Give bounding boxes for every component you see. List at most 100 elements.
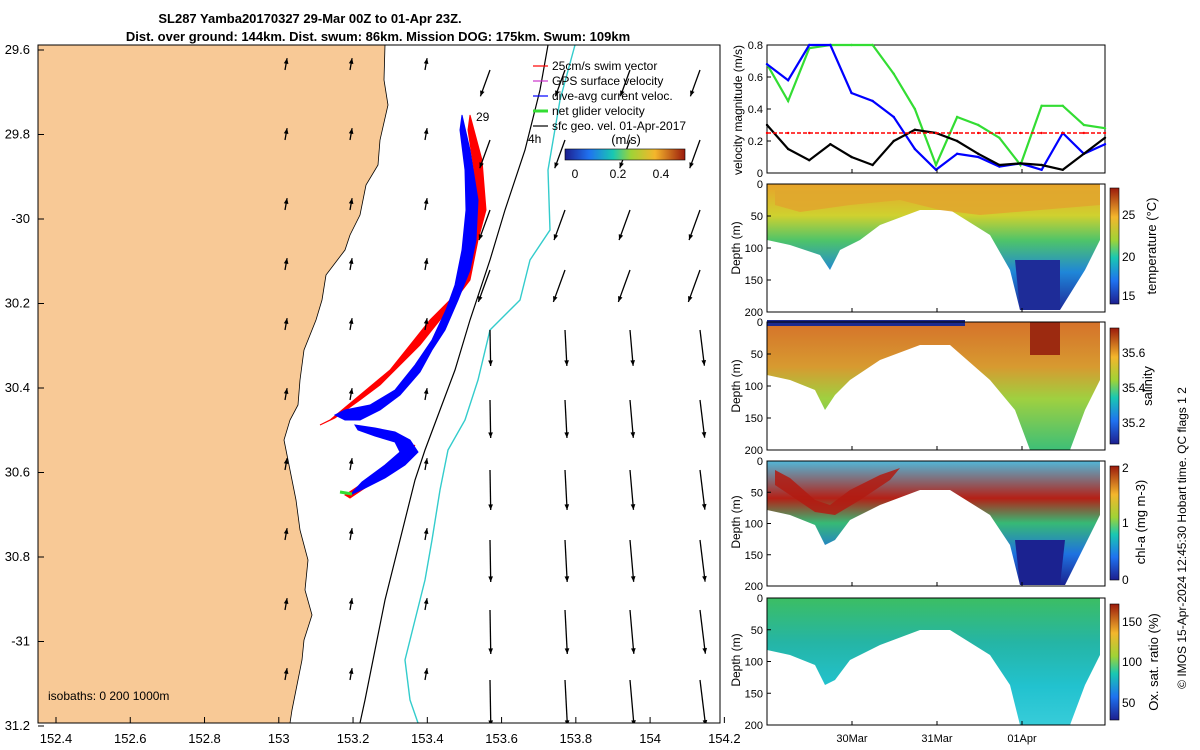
chla-colorbar (1109, 465, 1120, 581)
geo-velocity-arrowhead (564, 720, 570, 723)
geo-velocity-arrowhead (688, 295, 693, 302)
velocity-point (850, 155, 853, 159)
velocity-y-ticks: 0 0.2 0.4 0.6 0.8 (748, 40, 771, 180)
lon-tick-label: 152.8 (188, 731, 221, 746)
geo-velocity-arrowhead (553, 234, 559, 241)
depth-tick-label: 200 (745, 581, 763, 593)
title-line-2: Dist. over ground: 144km. Dist. swum: 86… (126, 29, 630, 44)
lon-tick-label: 154.2 (708, 731, 741, 746)
temperature-colorbar (1109, 187, 1120, 305)
geo-velocity-arrowhead (348, 458, 354, 465)
depth-tick-label: 100 (745, 657, 763, 669)
velocity-point (871, 99, 874, 103)
geo-velocity-arrowhead (478, 234, 484, 241)
geo-velocity-arrowhead (488, 360, 493, 366)
depth-tick-label: 200 (745, 720, 763, 732)
geo-velocity-arrowhead (564, 360, 569, 366)
velocity-point (955, 131, 959, 135)
velocity-point (850, 43, 853, 47)
depth-tick-label: 150 (745, 688, 763, 700)
temperature-ylabel: Depth (m) (729, 221, 743, 274)
velocity-panel: 0 0.2 0.4 0.6 0.8 velocity magnitude (m/s) (731, 40, 1107, 180)
lon-tick-label: 152.4 (40, 731, 73, 746)
geo-velocity-arrow (564, 329, 568, 366)
geo-velocity-arrowhead (702, 575, 707, 582)
lon-tick-label: 153.8 (560, 731, 593, 746)
geo-velocity-arrowhead (423, 598, 429, 605)
depth-tick-label: 200 (745, 307, 763, 319)
geo-velocity-arrowhead (348, 128, 354, 135)
depth-tick-label: 0 (757, 317, 763, 329)
velocity-point (977, 155, 980, 159)
velocity-point (998, 163, 1001, 167)
geo-velocity-arrowhead (488, 576, 493, 582)
geo-velocity-arrowhead (564, 648, 570, 654)
chla-ylabel: Depth (m) (729, 495, 743, 548)
geo-velocity-arrowhead (688, 234, 694, 241)
geo-velocity-arrowhead (689, 162, 694, 169)
isobaths-label: isobaths: 0 200 1000m (48, 689, 169, 703)
geo-velocity-arrow (564, 609, 568, 654)
velocity-point (955, 115, 959, 119)
geo-velocity-arrow (564, 399, 568, 438)
geo-velocity-arrowhead (690, 90, 695, 97)
oxygen-cb-tick: 100 (1122, 655, 1142, 669)
time-tick-label: 30Mar (836, 733, 868, 745)
colorbar-tick: 0 (572, 167, 579, 181)
geo-velocity-arrowhead (283, 668, 289, 675)
velocity-point (786, 147, 790, 151)
velocity-point (786, 79, 790, 82)
geo-velocity-arrowhead (423, 458, 429, 465)
depth-tick-label: 50 (751, 349, 763, 361)
velocity-point (977, 123, 980, 127)
geo-velocity-arrowhead (620, 90, 625, 97)
salinity-panel: Depth (m) 35.6 35.4 35.2 salinity (729, 320, 1155, 451)
geo-velocity-arrow (629, 609, 635, 654)
geo-velocity-arrowhead (283, 58, 289, 65)
geo-velocity-arrowhead (630, 576, 636, 582)
geo-velocity-arrow (489, 539, 492, 583)
geo-velocity-arrowhead (283, 388, 289, 395)
geo-velocity-arrowhead (701, 359, 707, 366)
velocity-point (977, 131, 980, 135)
geo-velocity-arrowhead (618, 234, 624, 241)
oxygen-cb-label: Ox. sat. ratio (%) (1146, 613, 1161, 711)
map-panel: 29 4h isobaths: 0 200 1000m 25cm/s swim … (5, 42, 741, 746)
depth-tick-label: 100 (745, 381, 763, 393)
hour-label: 4h (528, 132, 541, 146)
geo-velocity-arrow (617, 269, 631, 303)
velocity-point (765, 131, 769, 135)
salinity-colorbar (1109, 327, 1120, 445)
geo-velocity-arrowhead (488, 720, 494, 723)
legend-sfc-geo: sfc geo. vel. 01-Apr-2017 (552, 119, 686, 133)
geo-velocity-arrowhead (701, 431, 707, 438)
geo-velocity-arrow (477, 269, 491, 303)
geo-velocity-arrowhead (564, 504, 570, 510)
geo-velocity-arrow (699, 539, 706, 582)
geo-velocity-arrow (629, 399, 634, 438)
velocity-point (1040, 104, 1043, 108)
geo-velocity-arrowhead (348, 258, 354, 265)
velocity-point (808, 43, 811, 47)
geo-velocity-arrowhead (479, 162, 484, 169)
chla-cb-tick: 1 (1122, 516, 1129, 530)
geo-velocity-arrowhead (630, 360, 635, 366)
velocity-point (829, 43, 832, 47)
depth-tick-label: 0 (757, 593, 763, 605)
isobath-200m (359, 45, 549, 723)
geo-velocity-arrowhead (423, 128, 429, 135)
geo-velocity-arrowhead (423, 198, 429, 205)
map-legend: 25cm/s swim vector GPS surface velocity … (533, 59, 686, 133)
geo-velocity-arrowhead (423, 388, 429, 395)
geo-velocity-arrowhead (631, 720, 636, 723)
geo-velocity-arrow (489, 679, 492, 723)
depth-tick-label: 0 (757, 456, 763, 468)
lat-tick-label: 30.6 (5, 465, 30, 480)
geo-velocity-arrowhead (555, 90, 560, 97)
lat-tick-label: 31.2 (5, 718, 30, 733)
velocity-point (1019, 162, 1022, 165)
legend-gps-velocity: GPS surface velocity (552, 74, 663, 88)
geo-velocity-arrowhead (564, 576, 570, 582)
velocity-point (913, 147, 917, 151)
geo-velocity-arrowhead (478, 295, 483, 302)
